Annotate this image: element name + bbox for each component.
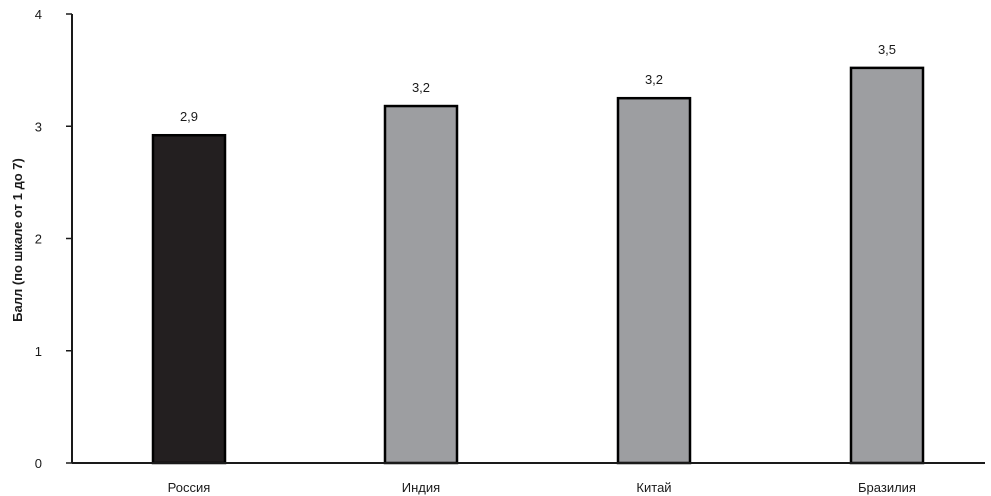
value-label: 3,2 [645,72,663,87]
y-axis-label: Балл (по шкале от 1 до 7) [10,158,25,322]
category-labels: Россия Индия Китай Бразилия [168,480,916,495]
value-label: 3,2 [412,80,430,95]
value-labels: 2,9 3,2 3,2 3,5 [180,42,896,124]
category-label: Китай [636,480,671,495]
y-tick-label: 4 [35,7,42,22]
category-label: Бразилия [858,480,916,495]
y-tick-label: 0 [35,456,42,471]
bars [151,66,925,465]
y-tick-label: 2 [35,232,42,247]
bar-4 [849,66,925,465]
bar-1 [151,133,227,465]
y-axis-ticks: 0 1 2 3 4 [35,7,72,471]
y-tick-label: 1 [35,344,42,359]
y-tick-label: 3 [35,119,42,134]
bar-2 [383,104,459,465]
category-label: Россия [168,480,211,495]
bar-3 [616,96,692,465]
value-label: 3,5 [878,42,896,57]
value-label: 2,9 [180,109,198,124]
category-label: Индия [402,480,440,495]
